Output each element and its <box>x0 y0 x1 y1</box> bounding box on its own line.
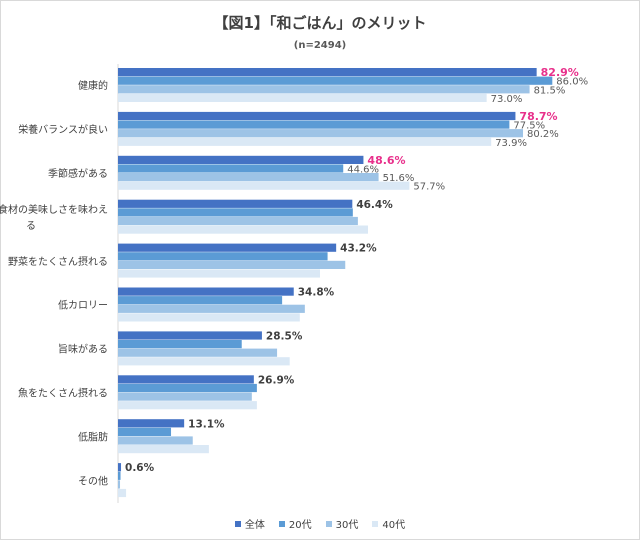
bar-全体 <box>118 331 262 340</box>
data-label: 13.1% <box>188 418 225 430</box>
bar-30代 <box>118 260 346 269</box>
bar-40代 <box>118 93 487 102</box>
chart-title: 【図1】「和ごはん」のメリット <box>213 14 427 32</box>
bar-chart-plot: 健康的 82.9%86.0%81.5% 73.0% 栄養バランスが良い 78.7%77.… <box>0 64 588 503</box>
bar-全体 <box>118 155 364 164</box>
data-label: 48.6% <box>367 154 405 167</box>
category-label: 低脂肪 <box>78 430 108 443</box>
bar-全体 <box>118 199 353 208</box>
data-label: 82.9% <box>541 66 579 79</box>
data-label: 73.0% <box>491 94 523 105</box>
legend-label: 30代 <box>335 520 359 531</box>
bar-30代 <box>118 392 252 401</box>
bar-20代 <box>118 120 510 129</box>
bar-40代 <box>118 488 127 498</box>
legend-swatch <box>234 520 241 527</box>
data-label: 81.5% <box>534 85 566 96</box>
category-label: 旨味がある <box>58 343 108 356</box>
legend-label: 20代 <box>288 520 312 531</box>
bar-全体 <box>118 375 254 384</box>
category-label: 季節感がある <box>48 167 108 180</box>
bar-30代 <box>118 480 121 489</box>
legend-label: 全体 <box>244 520 265 531</box>
category-label: 栄養バランスが良い <box>18 123 108 136</box>
bar-40代 <box>118 357 290 366</box>
bar-40代 <box>118 225 368 234</box>
bar-40代 <box>118 445 209 454</box>
chart-legend: 全体 20代 30代 40代 <box>0 516 640 531</box>
bar-全体 <box>118 111 516 121</box>
legend-swatch <box>325 520 332 527</box>
data-label: 43.2% <box>340 243 377 255</box>
legend-swatch <box>372 520 379 527</box>
data-label: 57.7% <box>413 182 445 193</box>
bar-20代 <box>118 427 172 436</box>
bar-30代 <box>118 436 193 445</box>
category-label: 健康的 <box>78 79 108 92</box>
data-label: 46.4% <box>356 199 393 211</box>
category-label: 野菜をたくさん摂れる <box>8 255 108 268</box>
bar-40代 <box>118 401 257 410</box>
bar-全体 <box>118 463 122 472</box>
category-label: る <box>26 220 36 232</box>
bar-40代 <box>118 137 492 146</box>
bar-40代 <box>118 313 300 322</box>
bar-30代 <box>118 129 524 138</box>
bar-20代 <box>118 296 283 305</box>
category-label: 食材の美味しさを味わえ <box>0 203 108 216</box>
bar-40代 <box>118 181 410 190</box>
bar-30代 <box>118 348 278 357</box>
legend-item: 30代 <box>325 516 359 531</box>
bar-全体 <box>118 419 185 428</box>
data-label: 44.6% <box>347 165 379 176</box>
bar-30代 <box>118 85 530 94</box>
category-label: その他 <box>78 474 108 487</box>
data-label: 51.6% <box>383 173 415 184</box>
bar-20代 <box>118 164 344 173</box>
data-label: 86.0% <box>556 77 588 88</box>
bar-20代 <box>118 252 328 261</box>
category-label: 低カロリー <box>58 299 108 312</box>
data-label: 0.6% <box>125 462 155 474</box>
data-label: 28.5% <box>266 331 303 343</box>
legend-item: 全体 <box>234 516 265 531</box>
data-label: 77.5% <box>513 121 545 132</box>
bar-20代 <box>118 76 553 85</box>
legend-item: 20代 <box>278 516 312 531</box>
data-label: 26.9% <box>258 374 295 386</box>
data-label: 34.8% <box>298 287 335 299</box>
bar-20代 <box>118 340 242 349</box>
bar-全体 <box>118 243 337 252</box>
bar-30代 <box>118 216 358 226</box>
legend-swatch <box>278 520 285 527</box>
chart-subtitle: (n=2494) <box>293 40 347 51</box>
legend-item: 40代 <box>372 516 405 531</box>
data-label: 73.9% <box>495 138 527 149</box>
legend-label: 40代 <box>382 520 406 531</box>
bar-全体 <box>118 287 294 296</box>
bar-30代 <box>118 173 379 182</box>
category-label: 魚をたくさん摂れる <box>18 387 108 400</box>
bar-20代 <box>118 471 121 480</box>
bar-20代 <box>118 208 353 217</box>
data-label: 78.7% <box>519 110 557 123</box>
bar-全体 <box>118 68 537 77</box>
bar-20代 <box>118 383 257 393</box>
bar-40代 <box>118 269 320 278</box>
bar-30代 <box>118 304 305 313</box>
data-label: 80.2% <box>527 129 559 140</box>
